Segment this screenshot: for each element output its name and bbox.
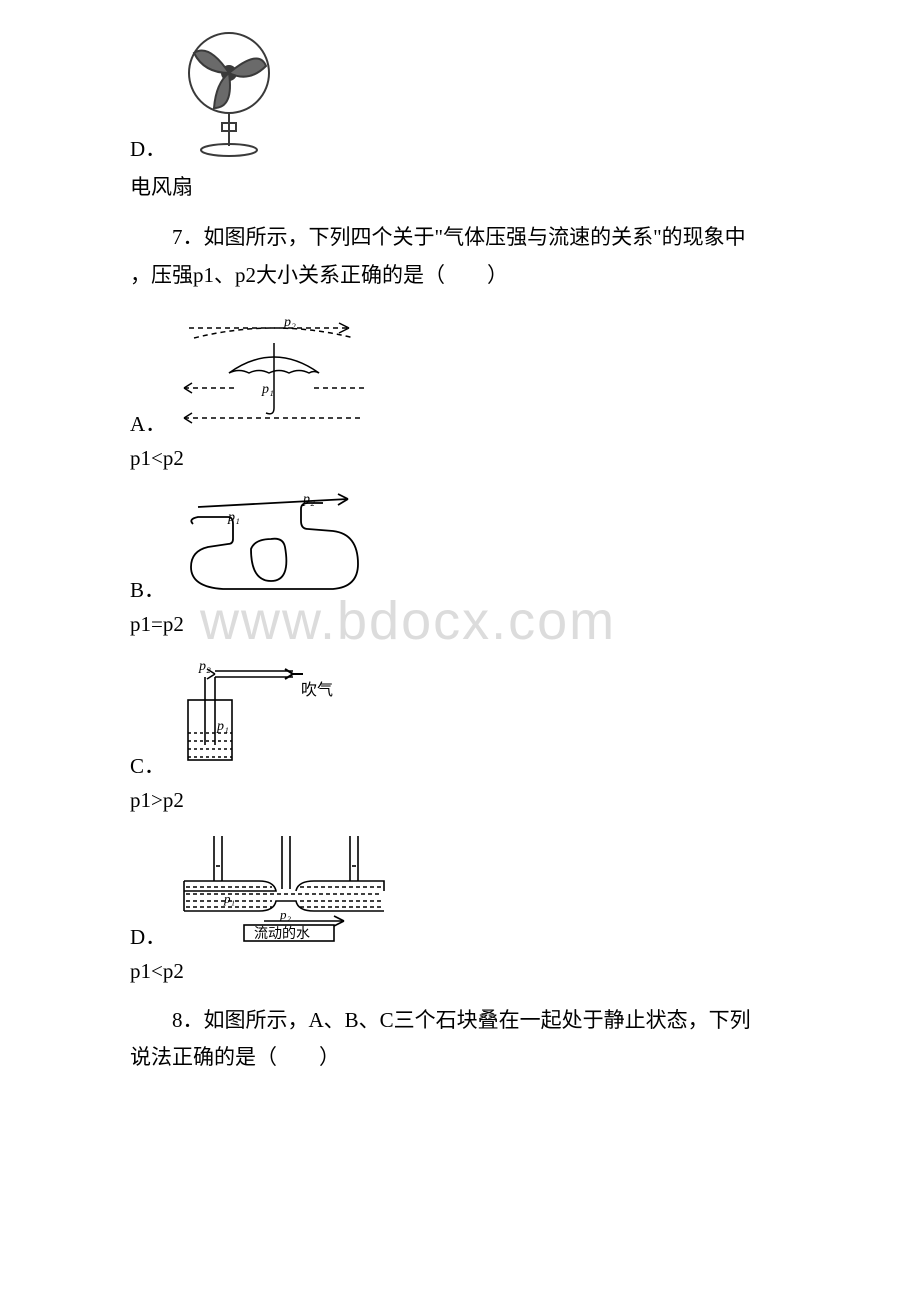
venturi-figure: p₁ p₂ 流动的水 xyxy=(174,831,394,951)
q7-optD-caption: p1<p2 xyxy=(130,959,840,984)
spray-figure: p₂ 吹气 p₁ xyxy=(173,655,333,780)
q7-optB-row: B． p₁ p₂ xyxy=(130,489,840,604)
q7-optC-label: C． xyxy=(130,750,165,780)
q7-optD-label: D． xyxy=(130,921,166,951)
q7-line2: ，压强p1、p2大小关系正确的是（ ） xyxy=(130,263,508,287)
burrow-figure: p₁ p₂ xyxy=(173,489,373,604)
q6-optD-label: D． xyxy=(130,133,166,163)
q8-line1: 8．如图所示，A、B、C三个石块叠在一起处于静止状态，下列 xyxy=(130,1002,840,1040)
svg-text:p₂: p₂ xyxy=(283,315,296,330)
q7-optC-row: C． p₂ 吹气 xyxy=(130,655,840,780)
q8-stem: 8．如图所示，A、B、C三个石块叠在一起处于静止状态，下列 说法正确的是（ ） xyxy=(130,1002,840,1078)
q6-optD-caption: 电风扇 xyxy=(130,171,840,201)
svg-text:p₁: p₁ xyxy=(216,719,229,734)
page-content: D． 电风扇 7．如图所示，下列四个关于"气体压强与流速的关系"的现象中 ，压强… xyxy=(80,28,840,1077)
fan-figure xyxy=(174,28,294,163)
q7-optA-caption: p1<p2 xyxy=(130,446,840,471)
q8-line2: 说法正确的是（ ） xyxy=(130,1045,340,1069)
q7-optA-label: A． xyxy=(130,408,166,438)
svg-text:吹气: 吹气 xyxy=(301,681,333,699)
umbrella-figure: p₂ p₁ xyxy=(174,313,374,438)
q7-optC-caption: p1>p2 xyxy=(130,788,840,813)
q7-optA-row: A． p₂ p₁ xyxy=(130,313,840,438)
svg-text:p₂: p₂ xyxy=(198,659,211,674)
svg-text:p₂: p₂ xyxy=(279,907,292,922)
q7-optB-label: B． xyxy=(130,574,165,604)
svg-text:p₁: p₁ xyxy=(261,382,274,397)
q7-optD-row: D． xyxy=(130,831,840,951)
svg-text:p₁: p₁ xyxy=(223,891,235,906)
svg-text:流动的水: 流动的水 xyxy=(254,926,310,942)
q7-line1: 7．如图所示，下列四个关于"气体压强与流速的关系"的现象中 xyxy=(130,219,840,257)
q7-optB-caption: p1=p2 xyxy=(130,612,840,637)
q7-stem: 7．如图所示，下列四个关于"气体压强与流速的关系"的现象中 ，压强p1、p2大小… xyxy=(130,219,840,295)
q6-option-d-row: D． xyxy=(130,28,840,163)
